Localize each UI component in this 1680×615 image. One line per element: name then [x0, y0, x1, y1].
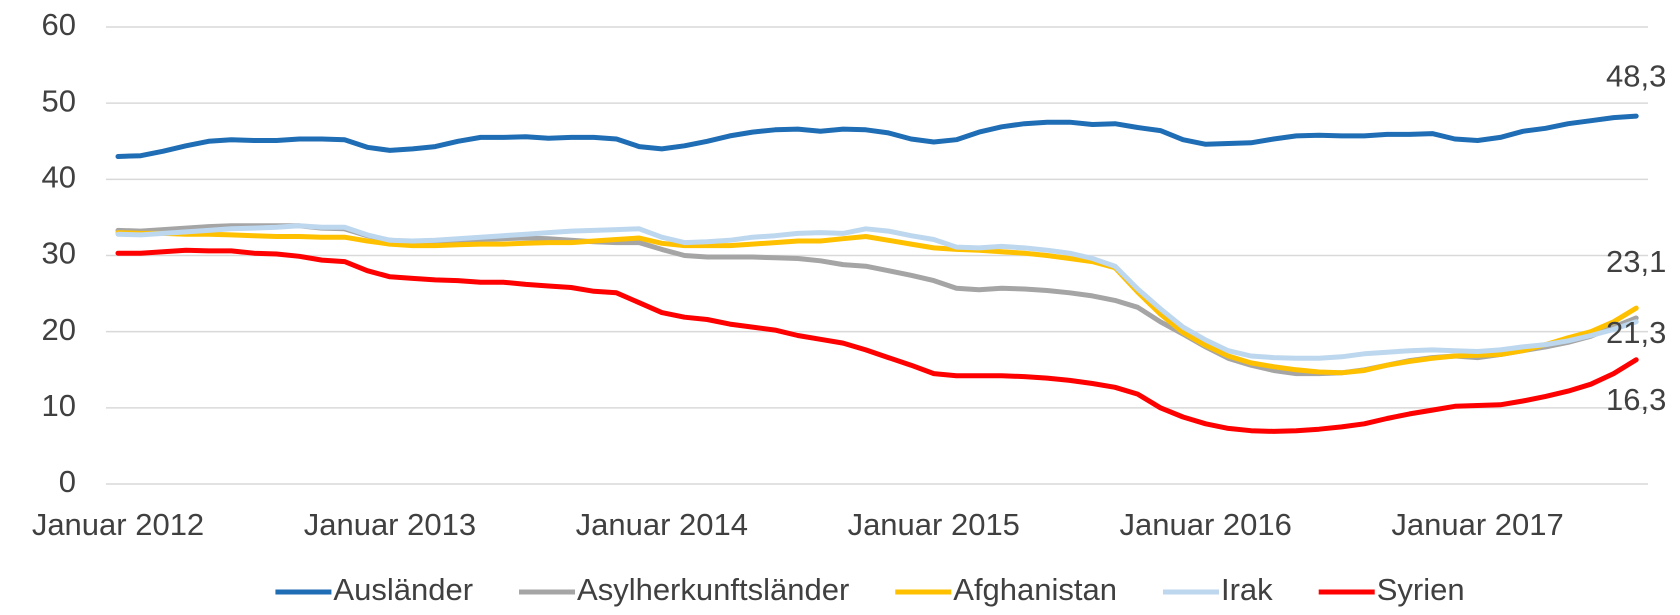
- legend-label: Ausländer: [333, 572, 473, 607]
- data-label: 21,3: [1606, 315, 1666, 350]
- series-line: [115, 230, 1639, 376]
- data-label: 23,1: [1606, 244, 1666, 279]
- series-line: [115, 223, 1639, 361]
- y-tick-label: 50: [42, 83, 76, 118]
- y-tick-label: 20: [42, 312, 76, 347]
- legend-item: Syrien: [1318, 572, 1465, 607]
- y-tick-label: 10: [42, 388, 76, 423]
- y-tick-label: 40: [42, 160, 76, 195]
- y-tick-label: 30: [42, 236, 76, 271]
- legend-label: Irak: [1221, 572, 1273, 607]
- legend-item: Irak: [1163, 572, 1273, 607]
- x-tick-label: Januar 2014: [576, 507, 748, 542]
- legend-item: Afghanistan: [895, 572, 1117, 607]
- series-line: [115, 113, 1639, 159]
- legend-label: Asylherkunftsländer: [577, 572, 849, 607]
- x-tick-label: Januar 2013: [304, 507, 476, 542]
- series-line: [115, 247, 1639, 434]
- legend-label: Syrien: [1377, 572, 1465, 607]
- data-label: 16,3: [1606, 382, 1666, 417]
- legend-item: Ausländer: [275, 572, 473, 607]
- x-tick-label: Januar 2016: [1119, 507, 1291, 542]
- y-tick-label: 60: [42, 7, 76, 42]
- legend-item: Asylherkunftsländer: [519, 572, 849, 607]
- x-tick-label: Januar 2017: [1391, 507, 1563, 542]
- x-tick-label: Januar 2015: [848, 507, 1020, 542]
- x-tick-label: Januar 2012: [32, 507, 204, 542]
- y-tick-label: 0: [59, 464, 76, 499]
- data-label: 48,3: [1606, 58, 1666, 93]
- legend-label: Afghanistan: [953, 572, 1117, 607]
